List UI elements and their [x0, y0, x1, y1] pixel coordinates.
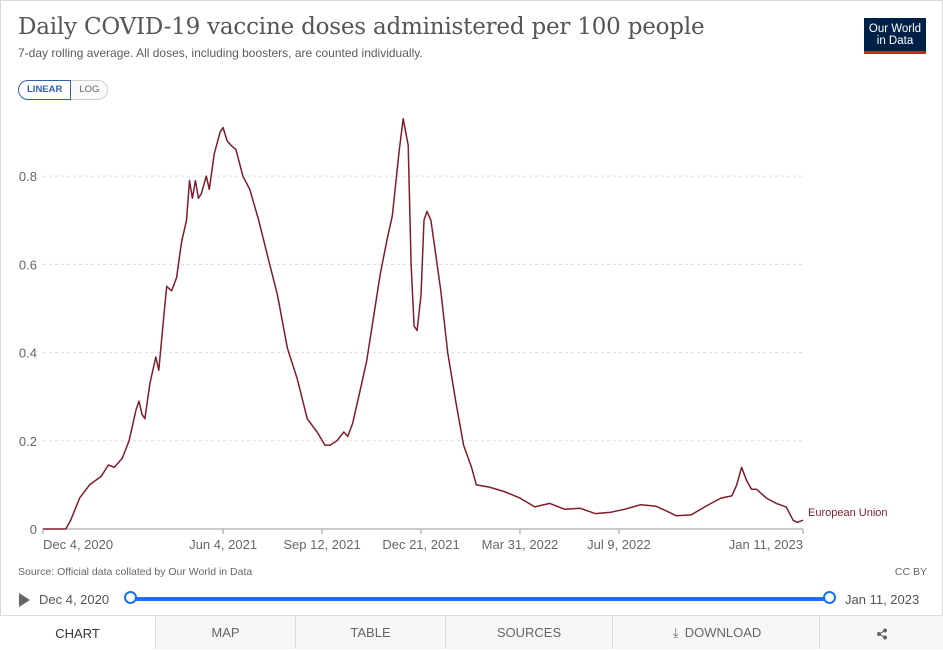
- play-icon[interactable]: [19, 593, 30, 607]
- logo-line-2: in Data: [876, 35, 914, 47]
- source-note[interactable]: Source: Official data collated by Our Wo…: [18, 566, 253, 578]
- x-tick-label: Sep 12, 2021: [283, 537, 360, 552]
- linear-scale-button[interactable]: LINEAR: [18, 80, 72, 100]
- tab-table[interactable]: TABLE: [296, 616, 446, 649]
- x-tick-label: Jun 4, 2021: [189, 537, 257, 552]
- chart-subtitle: 7-day rolling average. All doses, includ…: [18, 46, 423, 60]
- y-tick-label: 0.2: [19, 434, 37, 449]
- tab-map[interactable]: MAP: [156, 616, 296, 649]
- log-scale-button[interactable]: LOG: [71, 80, 109, 100]
- timeline-start-handle[interactable]: [124, 591, 137, 604]
- timeline: Dec 4, 2020 Jan 11, 2023: [0, 588, 943, 612]
- download-icon: ⤓: [672, 625, 679, 640]
- share-button[interactable]: [820, 616, 943, 649]
- y-tick-label: 0: [30, 522, 37, 537]
- x-tick-label: Mar 31, 2022: [482, 537, 559, 552]
- logo-accent-bar: [864, 51, 926, 54]
- series-label-european-union: European Union: [808, 507, 888, 519]
- tab-bar: CHART MAP TABLE SOURCES ⤓ DOWNLOAD: [0, 615, 943, 649]
- x-tick-label: Dec 21, 2021: [382, 537, 459, 552]
- x-tick-label: Jan 11, 2023: [729, 537, 803, 552]
- tab-chart[interactable]: CHART: [0, 616, 156, 649]
- tab-sources[interactable]: SOURCES: [446, 616, 613, 649]
- timeline-end-handle[interactable]: [823, 591, 836, 604]
- line-chart: 0 0.2 0.4 0.6 0.8 Dec 4, 2020 Jun 4, 2021 Sep 1…: [19, 118, 888, 552]
- download-label: DOWNLOAD: [684, 625, 762, 640]
- x-tick-label: Jul 9, 2022: [587, 537, 651, 552]
- timeline-end-date: Jan 11, 2023: [845, 592, 920, 607]
- y-tick-label: 0.4: [19, 346, 37, 361]
- y-tick-label: 0.6: [19, 257, 37, 272]
- timeline-start-date: Dec 4, 2020: [39, 592, 110, 607]
- scale-toggle: LINEAR LOG: [18, 80, 109, 100]
- series-line-european-union: [43, 118, 804, 530]
- share-icon: [876, 628, 887, 640]
- license-link[interactable]: CC BY: [894, 566, 927, 578]
- tab-download[interactable]: ⤓ DOWNLOAD: [613, 616, 820, 649]
- chart-title: Daily COVID-19 vaccine doses administere…: [18, 14, 705, 40]
- timeline-track[interactable]: [130, 597, 830, 601]
- y-tick-label: 0.8: [19, 169, 37, 184]
- owid-logo[interactable]: Our World in Data: [864, 18, 926, 54]
- x-tick-label: Dec 4, 2020: [43, 537, 113, 552]
- logo-line-1: Our World: [868, 23, 922, 35]
